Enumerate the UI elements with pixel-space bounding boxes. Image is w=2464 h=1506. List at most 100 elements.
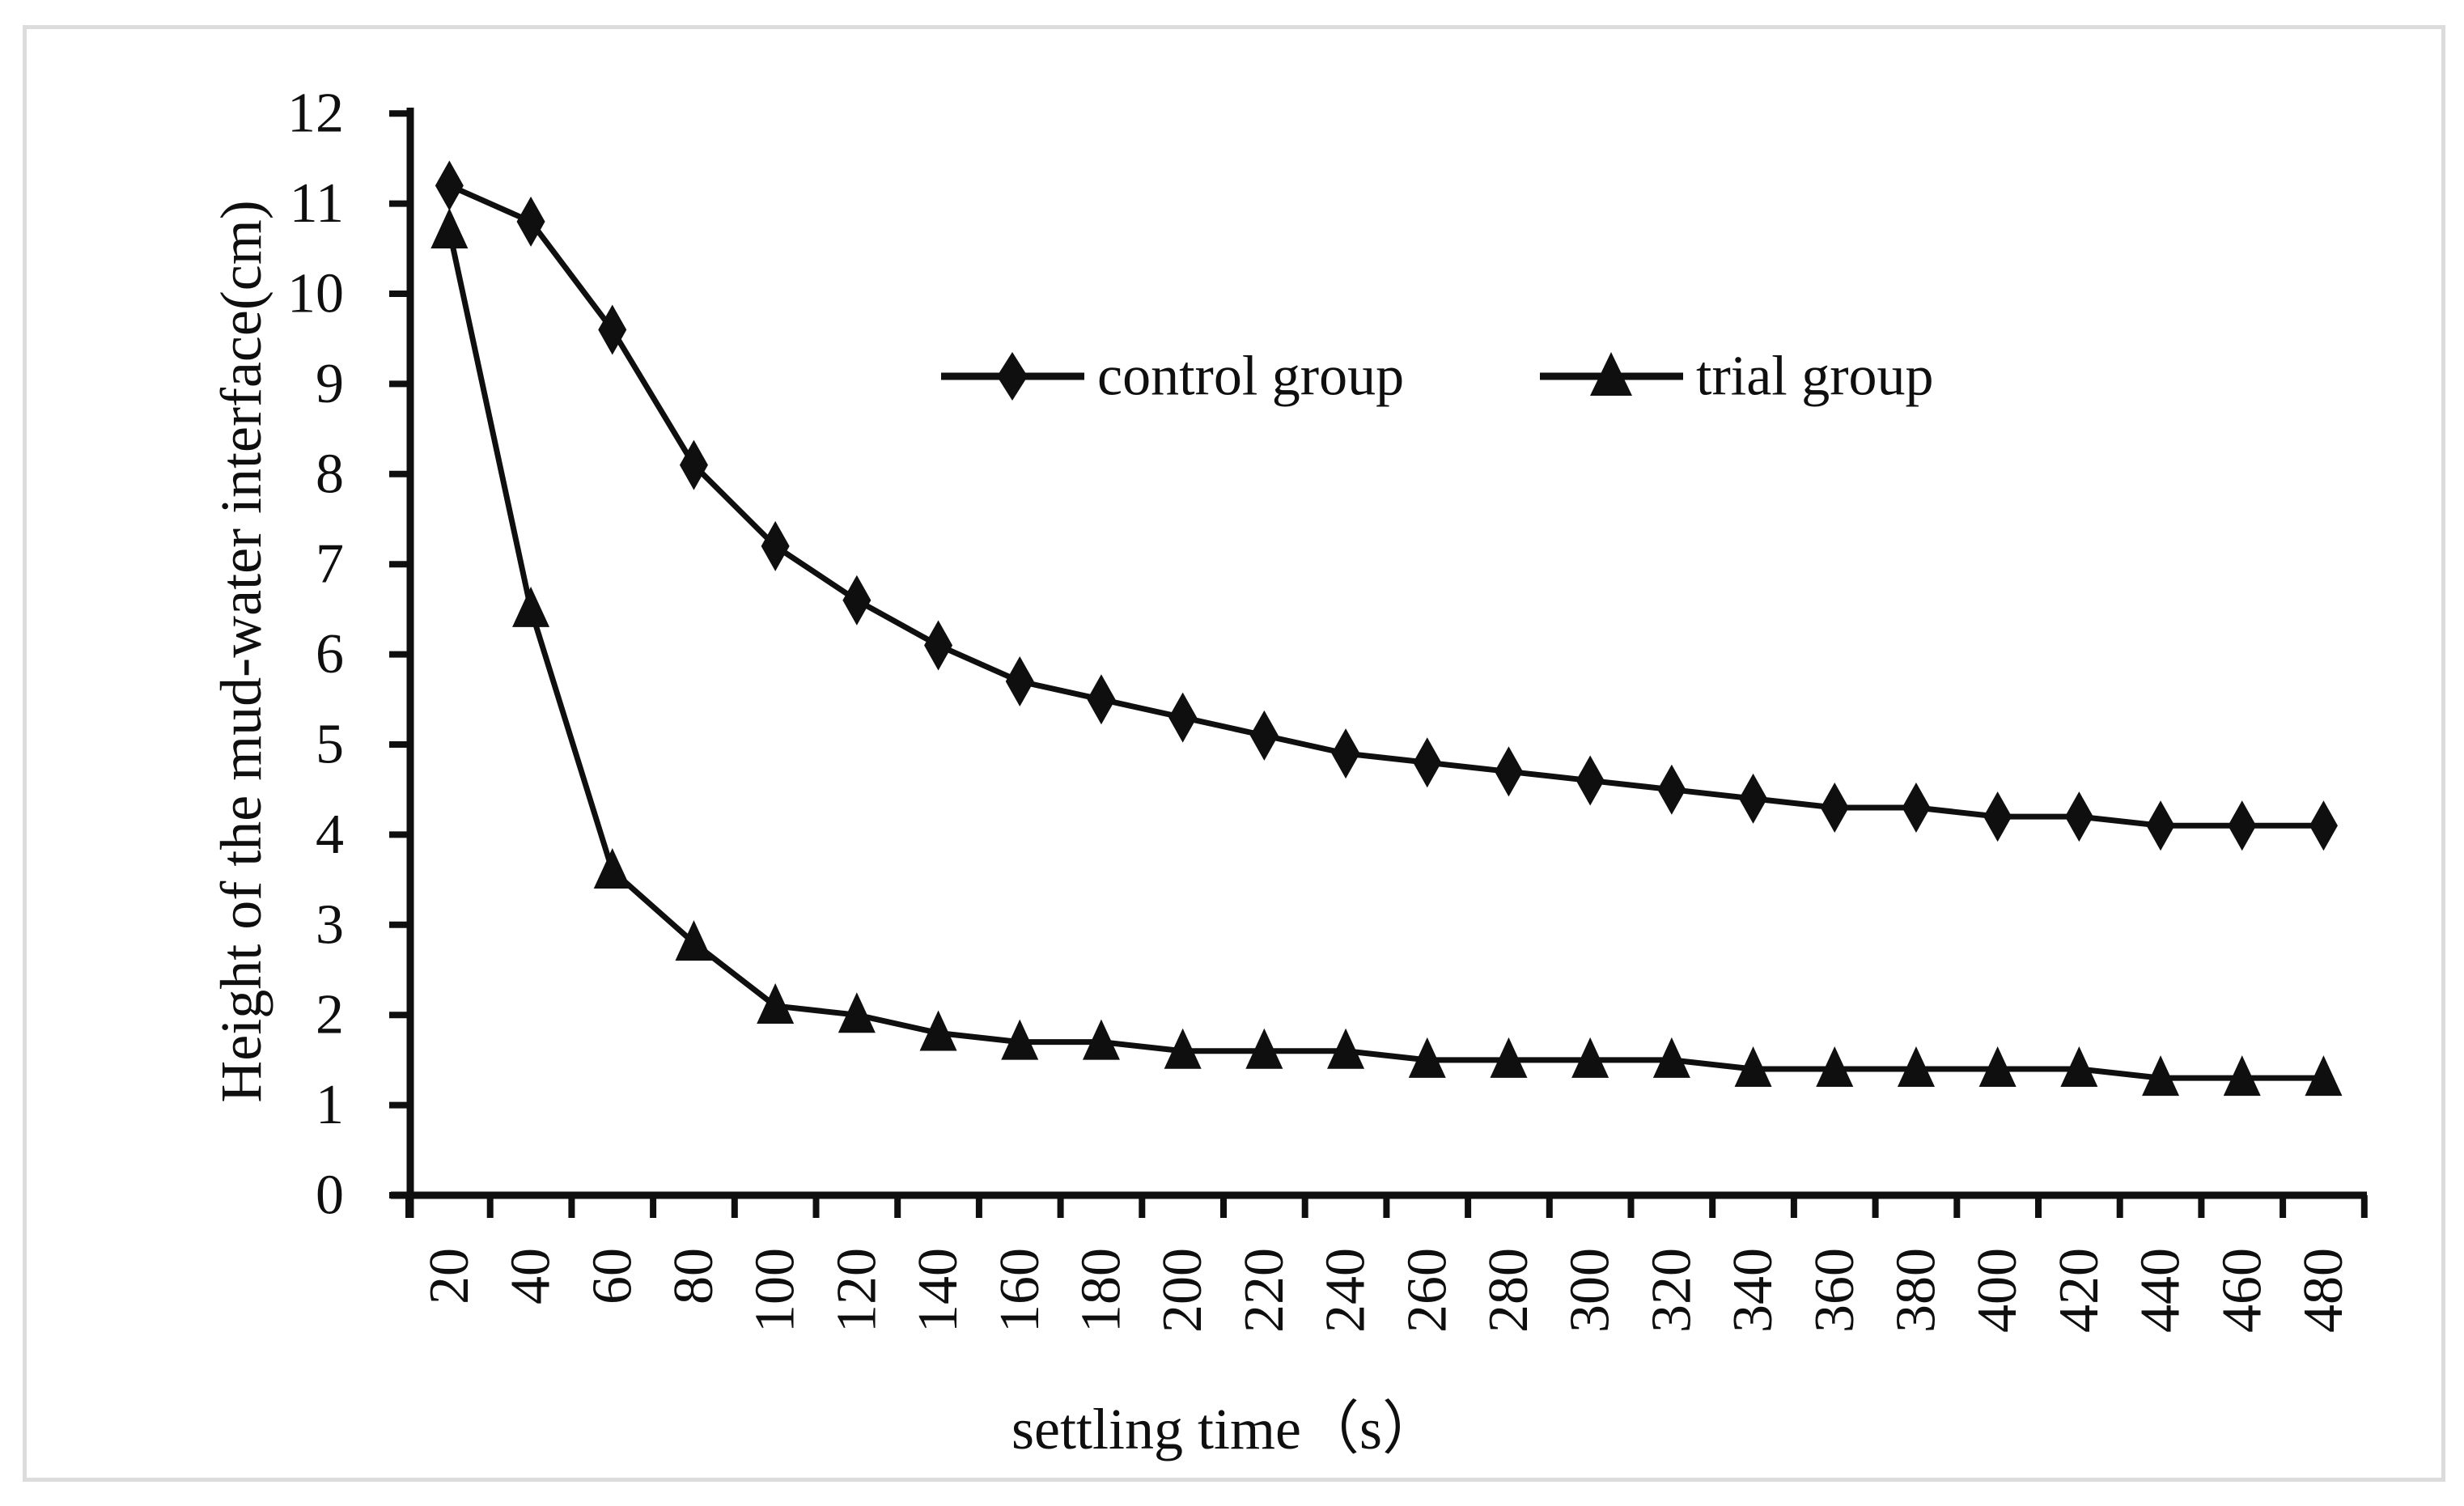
trial-group-triangle-marker [1571, 1037, 1609, 1078]
control-group-diamond-marker [1168, 692, 1198, 743]
y-tick-label: 0 [316, 1164, 344, 1227]
control-group-diamond-marker [761, 520, 790, 571]
x-tick-label: 380 [1885, 1248, 1947, 1333]
y-tick-label: 6 [316, 623, 344, 685]
control-group-diamond-marker [1576, 755, 1605, 806]
trial-group-triangle-marker [1082, 1019, 1120, 1060]
trial-group-triangle-marker [1734, 1046, 1772, 1088]
x-tick-label: 240 [1315, 1248, 1377, 1333]
x-axis-tick-labels: 20 40 60 80 100 120 140 160 180 200 220 240 260 280 30… [418, 1248, 2355, 1333]
control-group-diamond-marker [1005, 656, 1034, 707]
control-group-diamond-marker [1902, 782, 1931, 833]
y-tick-label: 3 [316, 893, 344, 956]
x-tick-label: 260 [1396, 1248, 1458, 1333]
y-axis-ticks [389, 110, 412, 1198]
trial-group-triangle-marker [919, 1010, 957, 1051]
y-tick-label: 9 [316, 353, 344, 415]
x-axis-ticks [405, 1195, 2368, 1218]
x-tick-label: 280 [1478, 1248, 1540, 1333]
trial-group-triangle-marker [675, 920, 713, 961]
control-group-diamond-marker [1983, 791, 2012, 842]
y-tick-label: 4 [316, 804, 344, 866]
y-tick-label: 10 [287, 263, 344, 325]
x-tick-label: 320 [1640, 1248, 1703, 1333]
trial-group-triangle-marker [512, 586, 550, 627]
x-tick-label: 480 [2292, 1248, 2355, 1333]
y-tick-label: 11 [290, 172, 344, 235]
x-tick-label: 40 [500, 1248, 562, 1304]
control-group-diamond-marker [1494, 746, 1523, 797]
x-tick-label: 340 [1722, 1248, 1784, 1333]
y-tick-label: 12 [287, 83, 344, 145]
trial-group-triangle-marker [593, 847, 631, 889]
control-group-diamond-marker [1739, 773, 1768, 824]
trial-group-triangle-marker [1490, 1037, 1528, 1078]
x-tick-label: 400 [1966, 1248, 2029, 1333]
control-group-diamond-marker [2146, 800, 2175, 851]
y-tick-label: 8 [316, 443, 344, 505]
x-tick-label: 100 [744, 1248, 807, 1333]
legend-marker-diamond-icon [997, 352, 1028, 401]
trial-group-triangle-marker [838, 992, 876, 1033]
trial-group-triangle-marker [1652, 1037, 1690, 1078]
control-group-diamond-marker [598, 304, 627, 355]
control-group-diamond-marker [2228, 800, 2257, 851]
control-group-diamond-marker [1657, 764, 1686, 815]
control-group-diamond-marker [1413, 737, 1442, 788]
y-tick-label: 1 [316, 1074, 344, 1136]
control-group-diamond-marker [1331, 728, 1360, 779]
x-tick-label: 300 [1559, 1248, 1622, 1333]
y-tick-label: 2 [316, 984, 344, 1046]
control-group-diamond-marker [842, 575, 872, 626]
control-group-diamond-marker [1820, 782, 1849, 833]
x-tick-label: 220 [1233, 1248, 1296, 1333]
trial-group-triangle-marker [430, 208, 469, 249]
control-group-diamond-marker [435, 160, 464, 211]
legend-label-trial: trial group [1696, 346, 1934, 408]
legend-label-control: control group [1097, 346, 1404, 408]
control-group-diamond-marker [924, 620, 953, 671]
x-tick-label: 120 [825, 1248, 888, 1333]
legend-marker-triangle-icon [1590, 352, 1632, 396]
x-tick-label: 200 [1151, 1248, 1214, 1333]
x-tick-label: 420 [2048, 1248, 2110, 1333]
x-tick-label: 360 [1804, 1248, 1866, 1333]
series-layer [430, 160, 2343, 1097]
trial-group-line [446, 230, 2324, 1081]
x-tick-label: 180 [1070, 1248, 1132, 1333]
y-axis-title: Height of the mud-water interface(cm) [209, 200, 274, 1102]
y-tick-label: 5 [316, 714, 344, 776]
control-group-line [447, 183, 2324, 829]
trial-group-triangle-marker [1408, 1037, 1446, 1078]
x-tick-label: 140 [907, 1248, 969, 1333]
control-group-diamond-marker [679, 439, 708, 490]
control-group-diamond-marker [1249, 710, 1279, 761]
trial-group-triangle-marker [2223, 1055, 2261, 1097]
y-tick-label: 7 [316, 533, 344, 596]
trial-group-triangle-marker [2142, 1055, 2180, 1097]
trial-group-triangle-marker [1245, 1028, 1283, 1069]
x-tick-label: 80 [663, 1248, 725, 1304]
trial-group-triangle-marker [1816, 1046, 1854, 1088]
trial-group-triangle-marker [2060, 1046, 2098, 1088]
control-group-diamond-marker [2064, 791, 2093, 842]
x-tick-label: 460 [2211, 1248, 2273, 1333]
chart-frame [23, 25, 2445, 1482]
trial-group-triangle-marker [1164, 1028, 1202, 1069]
x-tick-label: 440 [2130, 1248, 2192, 1333]
trial-group-triangle-marker [1978, 1046, 2017, 1088]
trial-group-triangle-marker [1001, 1019, 1039, 1060]
x-axis-title: settling time（s） [1011, 1397, 1440, 1461]
trial-group-triangle-marker [2305, 1055, 2343, 1097]
control-group-diamond-marker [516, 196, 545, 247]
x-tick-label: 160 [989, 1248, 1051, 1333]
trial-group-triangle-marker [757, 983, 795, 1025]
control-group-diamond-marker [1087, 674, 1116, 725]
trial-group-triangle-marker [1897, 1046, 1935, 1088]
legend: control group trial group [941, 346, 1934, 408]
control-group-diamond-marker [2309, 800, 2338, 851]
x-tick-label: 60 [581, 1248, 643, 1304]
